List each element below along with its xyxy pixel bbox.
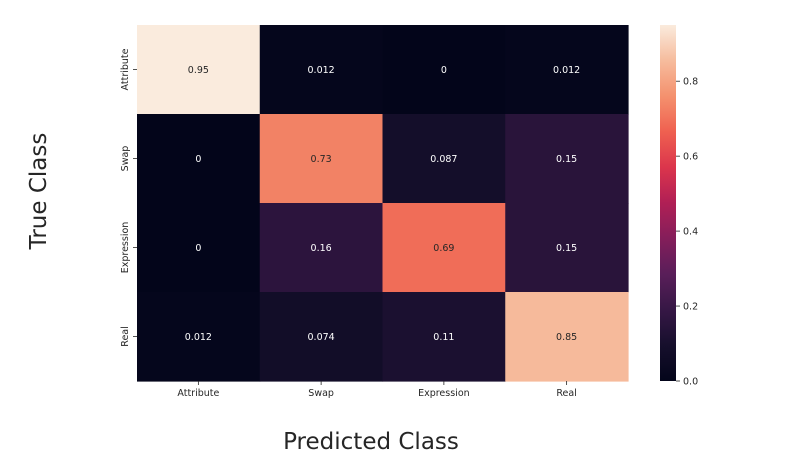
x-tick-label: Attribute: [177, 388, 219, 399]
y-axis-ticks: Attribute Swap Expression Real: [120, 48, 137, 347]
heatmap-cell: [259, 114, 384, 204]
heatmap-cell-labels: 0.95 0.012 0 0.012 0 0.73 0.087 0.15 0 0.16 0.69 0.…: [185, 65, 580, 343]
colorbar-tick-label: 0.4: [683, 227, 698, 238]
heatmap-cell-label: 0.087: [430, 154, 457, 165]
colorbar-tick-label: 0.8: [683, 77, 698, 88]
x-axis-title: Predicted Class: [283, 429, 459, 455]
heatmap-cell-label: 0.16: [311, 243, 332, 254]
heatmap-cell: [505, 292, 629, 382]
heatmap-cell-label: 0.85: [556, 332, 577, 343]
heatmap-cell: [259, 292, 384, 382]
colorbar-tick-label: 0.2: [683, 302, 698, 313]
heatmap-cell-label: 0.15: [556, 154, 577, 165]
colorbar-tick-label: 0.6: [683, 152, 698, 163]
colorbar-gradient: [660, 25, 676, 381]
y-axis-title: True Class: [26, 133, 52, 251]
heatmap-cell-label: 0.012: [185, 332, 212, 343]
colorbar: 0.0 0.2 0.4 0.6 0.8: [660, 25, 698, 388]
y-tick-label: Swap: [120, 146, 131, 172]
heatmap-cell-label: 0.11: [433, 332, 454, 343]
x-axis-ticks: Attribute Swap Expression Real: [177, 381, 577, 399]
heatmap-cell: [505, 25, 629, 115]
heatmap-cell: [259, 25, 384, 115]
heatmap-cell: [137, 203, 261, 293]
y-tick-label: Attribute: [120, 48, 131, 90]
heatmap-cell: [382, 203, 506, 293]
heatmap-cell-label: 0.012: [308, 65, 335, 76]
heatmap-cell-label: 0: [195, 154, 201, 165]
x-tick-label: Expression: [418, 388, 470, 399]
heatmap-cell-label: 0.69: [433, 243, 454, 254]
y-tick-label: Expression: [120, 222, 131, 274]
heatmap-cell: [382, 25, 506, 115]
heatmap-cell: [505, 203, 629, 293]
heatmap-cell-label: 0.73: [311, 154, 332, 165]
heatmap-cell-label: 0: [441, 65, 447, 76]
heatmap-cell: [259, 203, 384, 293]
heatmap-cell-label: 0.95: [188, 65, 209, 76]
heatmap-cell-label: 0.012: [553, 65, 580, 76]
x-tick-label: Swap: [308, 388, 334, 399]
heatmap-cell: [505, 114, 629, 204]
x-tick-label: Real: [556, 388, 576, 399]
y-tick-label: Real: [120, 326, 131, 346]
heatmap-cell: [137, 25, 261, 115]
heatmap-cell: [137, 114, 261, 204]
heatmap-cell: [382, 292, 506, 382]
heatmap-cell: [382, 114, 506, 204]
heatmap-cells: [137, 25, 629, 382]
heatmap-cell-label: 0: [195, 243, 201, 254]
heatmap-cell-label: 0.074: [308, 332, 335, 343]
heatmap-cell: [137, 292, 261, 382]
heatmap-cell-label: 0.15: [556, 243, 577, 254]
colorbar-tick-label: 0.0: [683, 377, 698, 388]
